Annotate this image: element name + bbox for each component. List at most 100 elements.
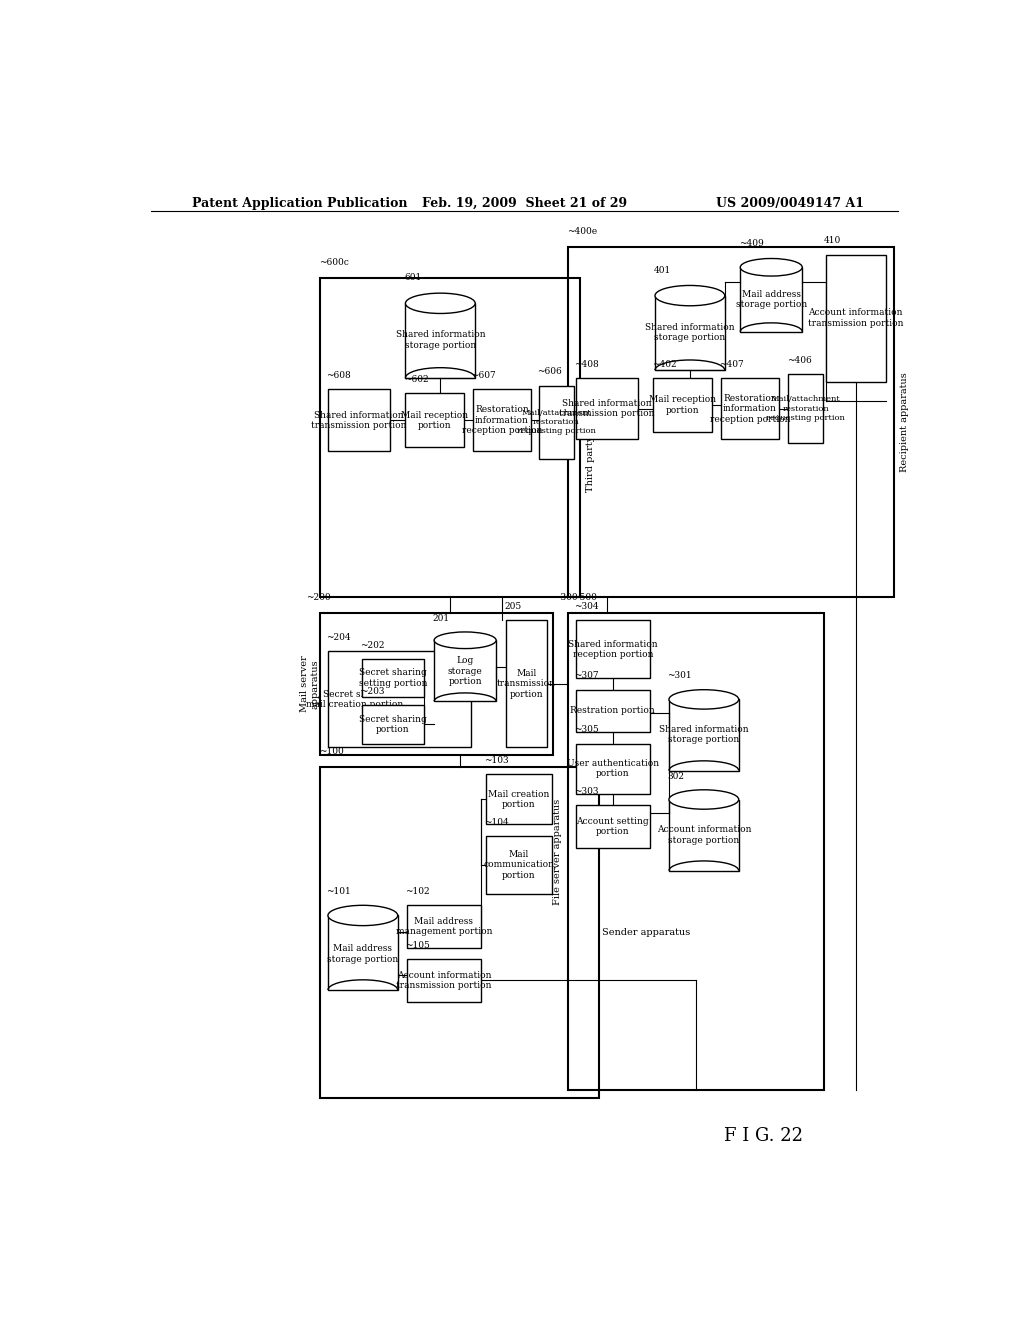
Text: 401: 401 — [653, 265, 671, 275]
Bar — [721, 378, 779, 440]
Bar — [406, 304, 475, 378]
Ellipse shape — [669, 789, 738, 809]
Bar — [568, 247, 894, 597]
Text: 302: 302 — [668, 772, 684, 780]
Text: ~204: ~204 — [327, 634, 351, 642]
Text: ~400e: ~400e — [566, 227, 597, 236]
Text: ~402: ~402 — [652, 359, 677, 368]
Text: User authentication
portion: User authentication portion — [566, 759, 658, 779]
Bar — [328, 651, 471, 747]
Text: Feb. 19, 2009  Sheet 21 of 29: Feb. 19, 2009 Sheet 21 of 29 — [422, 197, 628, 210]
Bar — [362, 705, 424, 743]
Text: 601: 601 — [403, 273, 421, 282]
Text: Restoration
information
reception portion: Restoration information reception portio… — [462, 405, 542, 436]
Text: ~407: ~407 — [719, 359, 744, 368]
Text: Third party apparatus: Third party apparatus — [586, 383, 595, 492]
Text: ~101: ~101 — [327, 887, 351, 896]
Bar — [407, 906, 480, 948]
Text: Account information
transmission portion: Account information transmission portion — [808, 309, 903, 327]
Text: ~103: ~103 — [484, 756, 509, 766]
Ellipse shape — [669, 689, 738, 709]
Text: Mail/attachment
restoration
requesting portion: Mail/attachment restoration requesting p… — [517, 409, 596, 436]
Bar — [575, 689, 649, 733]
Bar — [328, 389, 390, 451]
Ellipse shape — [655, 285, 725, 306]
Bar — [669, 800, 738, 871]
Text: Mail address
storage portion: Mail address storage portion — [735, 290, 807, 309]
Bar — [575, 620, 649, 678]
Text: ~607: ~607 — [471, 371, 496, 380]
Text: ~409: ~409 — [738, 239, 764, 248]
Ellipse shape — [328, 906, 397, 925]
Text: Mail reception
portion: Mail reception portion — [401, 411, 468, 430]
Text: File server apparatus: File server apparatus — [553, 799, 562, 904]
Text: ~300: ~300 — [553, 593, 578, 602]
Bar — [825, 255, 886, 381]
Bar — [655, 296, 725, 370]
Bar — [486, 836, 552, 894]
Text: Shared information
storage portion: Shared information storage portion — [645, 322, 734, 342]
Text: Secret sharing
portion: Secret sharing portion — [359, 714, 427, 734]
Text: ~304: ~304 — [574, 602, 599, 611]
Text: ~301: ~301 — [668, 672, 692, 681]
Bar — [406, 393, 464, 447]
Text: Shared information
transmission portion: Shared information transmission portion — [311, 411, 407, 430]
Text: Shared information
transmission portion: Shared information transmission portion — [559, 399, 654, 418]
Text: Mail reception
portion: Mail reception portion — [649, 395, 716, 414]
Text: Mail/attachment
restoration
requesting portion: Mail/attachment restoration requesting p… — [766, 396, 845, 422]
Text: ~307: ~307 — [574, 672, 599, 681]
Text: F I G. 22: F I G. 22 — [724, 1127, 803, 1146]
Text: ~406: ~406 — [786, 356, 811, 364]
Ellipse shape — [406, 293, 475, 313]
Text: ~200: ~200 — [306, 593, 331, 602]
Text: Sender apparatus: Sender apparatus — [602, 928, 690, 937]
Text: Shared information
storage portion: Shared information storage portion — [395, 330, 485, 350]
Text: Mail server
apparatus: Mail server apparatus — [300, 656, 319, 713]
Text: ~408: ~408 — [574, 359, 599, 368]
Text: ~203: ~203 — [360, 686, 385, 696]
Text: 201: 201 — [432, 614, 450, 623]
Text: Account information
storage portion: Account information storage portion — [656, 825, 751, 845]
Text: Recipient apparatus: Recipient apparatus — [900, 372, 909, 473]
Text: 410: 410 — [824, 236, 841, 246]
Bar — [653, 378, 712, 432]
Text: Shared information
reception portion: Shared information reception portion — [568, 640, 657, 659]
Bar — [575, 805, 649, 847]
Bar — [740, 267, 802, 331]
Bar — [434, 640, 496, 701]
Bar — [568, 612, 824, 1090]
Text: Mail address
management portion: Mail address management portion — [395, 917, 493, 936]
Text: Mail
communication
portion: Mail communication portion — [483, 850, 554, 879]
Text: Account setting
portion: Account setting portion — [577, 817, 649, 836]
Text: Mail address
storage portion: Mail address storage portion — [328, 944, 398, 964]
Text: ~500: ~500 — [572, 593, 597, 602]
Text: ~104: ~104 — [484, 818, 509, 826]
Bar — [486, 775, 552, 825]
Text: Account information
transmission portion: Account information transmission portion — [396, 970, 492, 990]
Text: Shared information
storage portion: Shared information storage portion — [659, 725, 749, 744]
Text: ~608: ~608 — [327, 371, 351, 380]
Bar — [575, 743, 649, 793]
Text: Mail
transmission
portion: Mail transmission portion — [497, 669, 556, 698]
Ellipse shape — [740, 259, 802, 276]
Text: ~602: ~602 — [403, 375, 428, 384]
Text: ~105: ~105 — [406, 941, 430, 950]
Text: Patent Application Publication: Patent Application Publication — [191, 197, 408, 210]
Bar — [575, 378, 638, 440]
Text: ~202: ~202 — [360, 640, 385, 649]
Bar — [788, 374, 823, 444]
Bar — [539, 385, 573, 459]
Text: 205: 205 — [505, 602, 522, 611]
Text: Secret shared
mail creation portion: Secret shared mail creation portion — [306, 689, 403, 709]
Text: Restration portion: Restration portion — [570, 706, 655, 715]
Bar — [321, 277, 580, 597]
Text: ~606: ~606 — [538, 367, 562, 376]
Bar — [321, 767, 599, 1098]
Bar — [362, 659, 424, 697]
Text: ~305: ~305 — [574, 726, 599, 734]
Text: Restoration
information
reception portion: Restoration information reception portio… — [710, 393, 791, 424]
Text: ~102: ~102 — [406, 887, 430, 896]
Text: Mail creation
portion: Mail creation portion — [488, 789, 550, 809]
Ellipse shape — [434, 632, 496, 648]
Bar — [407, 960, 480, 1002]
